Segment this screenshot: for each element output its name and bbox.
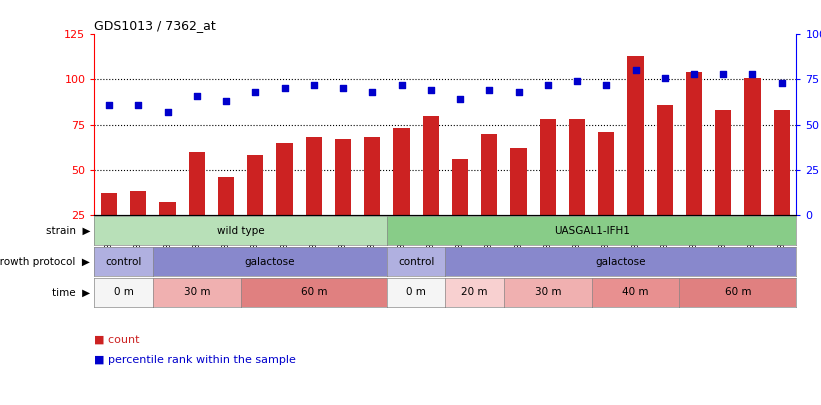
Bar (247, 155, 264, 260)
Text: 60 m: 60 m (725, 288, 751, 297)
Point (629, 67, 642, 74)
Bar (423, 115, 438, 260)
Point (161, 109, 174, 115)
Point (131, 102, 144, 108)
Bar (569, 119, 585, 260)
Point (307, 82, 320, 88)
Point (775, 80, 788, 86)
Point (717, 71, 730, 77)
Text: UASGAL1-IFH1: UASGAL1-IFH1 (553, 226, 630, 236)
Point (658, 75, 672, 81)
Bar (335, 139, 351, 260)
Text: GDS1013 / 7362_at: GDS1013 / 7362_at (94, 19, 216, 32)
Point (599, 82, 612, 88)
Point (365, 89, 378, 95)
Text: control: control (105, 257, 142, 266)
Point (746, 71, 759, 77)
Bar (393, 128, 410, 260)
Bar (159, 202, 176, 260)
Text: wild type: wild type (217, 226, 264, 236)
Bar (745, 78, 760, 260)
Bar (101, 193, 117, 260)
Point (337, 85, 350, 92)
Bar (189, 151, 204, 260)
Point (103, 102, 116, 108)
Point (453, 96, 466, 102)
Point (278, 85, 291, 92)
Point (571, 78, 584, 85)
Text: ■ percentile rank within the sample: ■ percentile rank within the sample (94, 355, 296, 364)
Bar (627, 56, 644, 260)
Text: galactose: galactose (245, 257, 296, 266)
Bar (539, 119, 556, 260)
Point (687, 71, 700, 77)
Point (483, 87, 496, 94)
Text: time  ▶: time ▶ (53, 288, 90, 297)
Bar (686, 72, 702, 260)
Text: 30 m: 30 m (534, 288, 561, 297)
Bar (599, 132, 614, 260)
Text: growth protocol  ▶: growth protocol ▶ (0, 257, 90, 266)
Bar (452, 159, 468, 260)
Point (249, 89, 262, 95)
Text: 60 m: 60 m (300, 288, 327, 297)
Bar (481, 134, 498, 260)
Point (512, 89, 525, 95)
Bar (715, 110, 732, 260)
Text: 40 m: 40 m (622, 288, 649, 297)
Bar (218, 177, 234, 260)
Text: 0 m: 0 m (114, 288, 134, 297)
Text: 20 m: 20 m (461, 288, 488, 297)
Bar (277, 143, 292, 260)
Point (541, 82, 554, 88)
Bar (511, 148, 526, 260)
Text: 30 m: 30 m (184, 288, 210, 297)
Bar (773, 110, 790, 260)
Text: control: control (398, 257, 434, 266)
Bar (365, 137, 380, 260)
Point (219, 98, 232, 104)
Text: ■ count: ■ count (94, 335, 140, 344)
Point (395, 82, 408, 88)
Bar (131, 191, 146, 260)
Point (190, 92, 204, 99)
Bar (305, 137, 322, 260)
Bar (657, 105, 672, 260)
Text: galactose: galactose (595, 257, 646, 266)
Text: strain  ▶: strain ▶ (46, 226, 90, 236)
Text: 0 m: 0 m (406, 288, 426, 297)
Point (424, 87, 438, 94)
